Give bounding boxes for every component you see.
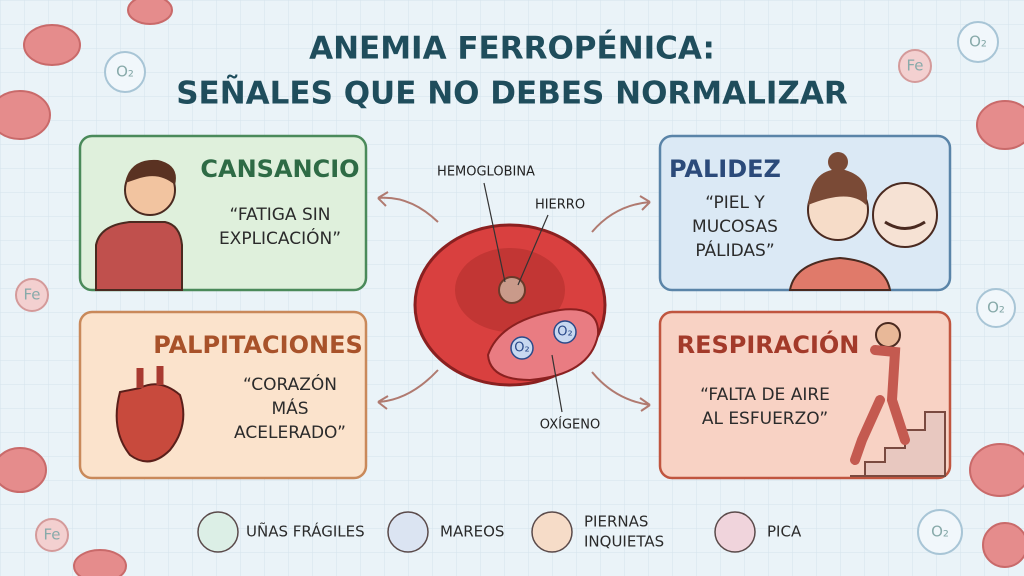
card-quote: MUCOSAS xyxy=(692,217,778,237)
title-line: ANEMIA FERROPÉNICA: xyxy=(309,31,715,67)
footer-label: MAREOS xyxy=(440,523,504,541)
title-line: SEÑALES QUE NO DEBES NORMALIZAR xyxy=(176,75,848,112)
card-title: PALPITACIONES xyxy=(153,331,363,359)
illustrations xyxy=(95,152,946,477)
card-quote: “FATIGA SIN xyxy=(230,205,331,225)
card-quote: “CORAZÓN xyxy=(243,373,337,395)
o2-label: O₂ xyxy=(514,341,529,356)
decor-o2: O₂ xyxy=(116,63,134,81)
iron-label: HIERRO xyxy=(535,198,585,213)
footer-icons xyxy=(197,511,756,553)
card-quote: EXPLICACIÓN” xyxy=(219,227,341,249)
footer-label: UÑAS FRÁGILES xyxy=(246,522,365,541)
card-quote: ACELERADO” xyxy=(234,423,346,443)
leader-lines xyxy=(483,182,563,413)
decor-o2: O₂ xyxy=(969,33,987,51)
o2-bubbles xyxy=(510,320,577,360)
card-title: CANSANCIO xyxy=(200,155,359,183)
oxygen-label: OXÍGENO xyxy=(540,417,600,433)
iron xyxy=(498,276,526,304)
card-quote: AL ESFUERZO” xyxy=(702,409,828,429)
decor-fe: Fe xyxy=(23,286,40,304)
card-title: PALIDEZ xyxy=(669,155,781,183)
card-quote: MÁS xyxy=(271,397,308,419)
footer-label: PICA xyxy=(767,523,802,541)
decor-bubbles xyxy=(15,21,1016,555)
decor-o2: O₂ xyxy=(987,299,1005,317)
decor-o2: O₂ xyxy=(931,523,949,541)
card-quote: “PIEL Y xyxy=(705,193,765,213)
footer-label: PIERNAS xyxy=(584,513,648,531)
arrows xyxy=(377,191,651,412)
decor-fe: Fe xyxy=(906,57,923,75)
decor-fe: Fe xyxy=(43,526,60,544)
card-title: RESPIRACIÓN xyxy=(677,329,860,359)
card-quote: “FALTA DE AIRE xyxy=(700,385,830,405)
hemoglobin-label: HEMOGLOBINA xyxy=(437,165,535,180)
footer-label: INQUIETAS xyxy=(584,533,664,551)
card-quote: PÁLIDAS” xyxy=(695,239,774,261)
o2-label: O₂ xyxy=(557,325,572,340)
